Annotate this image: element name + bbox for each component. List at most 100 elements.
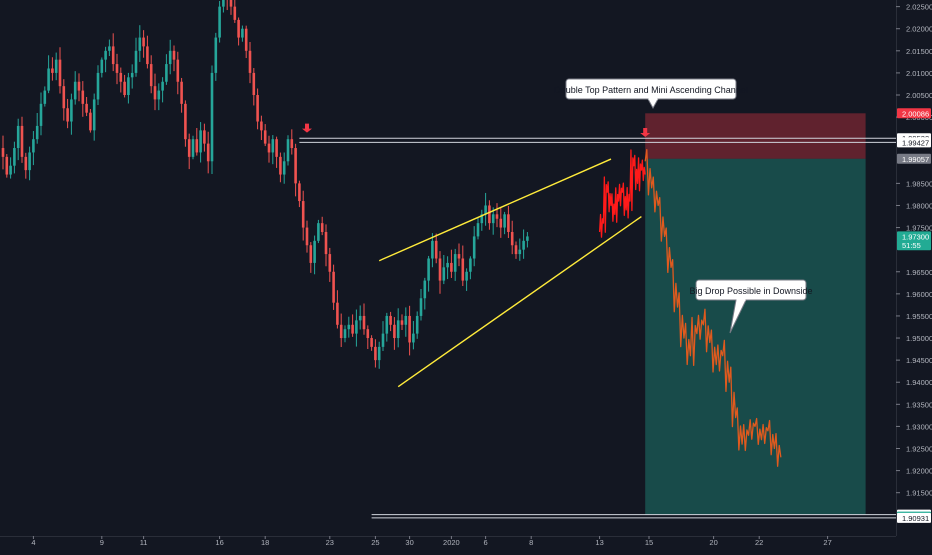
candle-body (472, 236, 476, 259)
channel-upper-line[interactable] (378, 158, 612, 262)
down-arrow-icon[interactable] (302, 123, 312, 133)
price-label-box[interactable] (897, 153, 931, 164)
candle-body (77, 81, 81, 91)
candle-body (32, 139, 35, 153)
time-tick-label: 20 (709, 538, 717, 547)
candle-body (313, 240, 316, 263)
candle-body (377, 346, 381, 361)
price-tick-label: 1.97500 (906, 224, 932, 233)
candle-body (450, 262, 453, 272)
price-tick-label: 2.01500 (906, 47, 932, 56)
candle-body (85, 103, 88, 113)
annotation-top-text: Double Top Pattern and Mini Ascending Ch… (554, 85, 747, 95)
candle-body (503, 214, 506, 228)
candle-body (20, 125, 24, 157)
down-arrow-icon[interactable] (640, 127, 651, 137)
price-tick-label: 1.98500 (906, 179, 932, 188)
take-profit-zone[interactable] (645, 158, 866, 515)
candle-body (317, 223, 320, 241)
candle-body (111, 46, 115, 65)
price-tick-label: 1.96500 (906, 268, 932, 277)
price-label-box[interactable] (897, 231, 931, 242)
candle-body (62, 86, 66, 109)
candle-body (484, 205, 487, 215)
candle-body (491, 214, 495, 224)
candle-body (146, 46, 149, 65)
price-label-box[interactable] (897, 240, 931, 251)
candle-body (522, 240, 525, 250)
candle-body (343, 329, 347, 339)
candle-body (180, 81, 183, 104)
candle-body (393, 324, 396, 339)
time-tick-label: 4 (31, 538, 35, 547)
price-label-box[interactable] (897, 108, 931, 119)
candle-body (332, 271, 335, 303)
projection-orange-series[interactable] (644, 148, 782, 467)
price-label-text: 1.99427 (902, 138, 929, 147)
time-tick-label: 8 (529, 538, 533, 547)
annotation-callout-bottom[interactable]: Big Drop Possible in Downside (689, 279, 813, 334)
candle-body (138, 37, 142, 51)
channel-lower-line[interactable] (397, 215, 642, 388)
candle-body (488, 205, 491, 224)
candle-body (241, 28, 244, 38)
time-tick-label: 2020 (443, 538, 460, 547)
candle-body (518, 249, 522, 255)
candle-body (415, 315, 419, 334)
time-axis[interactable]: 4 9 11 16 18 23 25 30 2020 6 8 13 15 20 22 27 (0, 536, 896, 547)
time-tick-label: 6 (484, 538, 488, 547)
candle-body (469, 258, 472, 272)
time-tick-label: 9 (100, 538, 104, 547)
candle-body (1, 148, 5, 157)
candle-body (389, 315, 392, 325)
candle-body (385, 315, 389, 334)
candle-body (404, 315, 408, 325)
price-tick-label: 2.02000 (906, 25, 932, 34)
candle-body (480, 214, 484, 224)
candle-body (39, 103, 43, 126)
candle-body (260, 121, 263, 131)
candle-body (252, 72, 256, 96)
candle-body (267, 143, 271, 153)
candle-body (275, 139, 278, 157)
candle-body (309, 245, 313, 263)
candle-body (446, 262, 449, 268)
candle-body (187, 139, 191, 157)
candle-body (499, 218, 503, 228)
candle-body (203, 130, 206, 144)
annotation-callout-top[interactable]: Double Top Pattern and Mini Ascending Ch… (554, 78, 748, 110)
candle-body (184, 103, 187, 140)
candle-body (104, 50, 107, 60)
time-tick-label: 30 (405, 538, 413, 547)
candle-body (214, 37, 218, 73)
time-tick-label: 13 (595, 538, 603, 547)
candle-body (54, 59, 58, 73)
price-label-box[interactable] (897, 137, 931, 148)
candle-body (374, 346, 377, 361)
candle-body (286, 139, 290, 162)
price-axis[interactable]: 2.02500 2.02000 2.01500 2.01000 2.00500 2.000… (896, 0, 932, 550)
price-tick-label: 1.95000 (906, 334, 932, 343)
candle-body (514, 245, 518, 255)
stop-loss-zone[interactable] (645, 113, 866, 159)
price-tick-label: 1.95500 (906, 312, 932, 321)
candle-body (351, 324, 354, 334)
candle-body (271, 139, 275, 153)
candle-body (127, 77, 130, 96)
price-tick-label: 2.01000 (906, 69, 932, 78)
candle-body (453, 254, 457, 272)
price-label-box[interactable] (897, 512, 931, 523)
candle-body (134, 50, 138, 73)
projection-red-series[interactable] (598, 149, 646, 238)
candle-body (176, 59, 180, 82)
candle-body (419, 298, 423, 316)
candle-body (92, 99, 96, 131)
candle-body (526, 236, 529, 241)
candle-body (400, 320, 404, 325)
time-tick-label: 16 (215, 538, 223, 547)
candle-body (70, 99, 73, 122)
candle-body (263, 130, 267, 144)
candle-body (168, 50, 172, 65)
candle-body (115, 64, 119, 73)
